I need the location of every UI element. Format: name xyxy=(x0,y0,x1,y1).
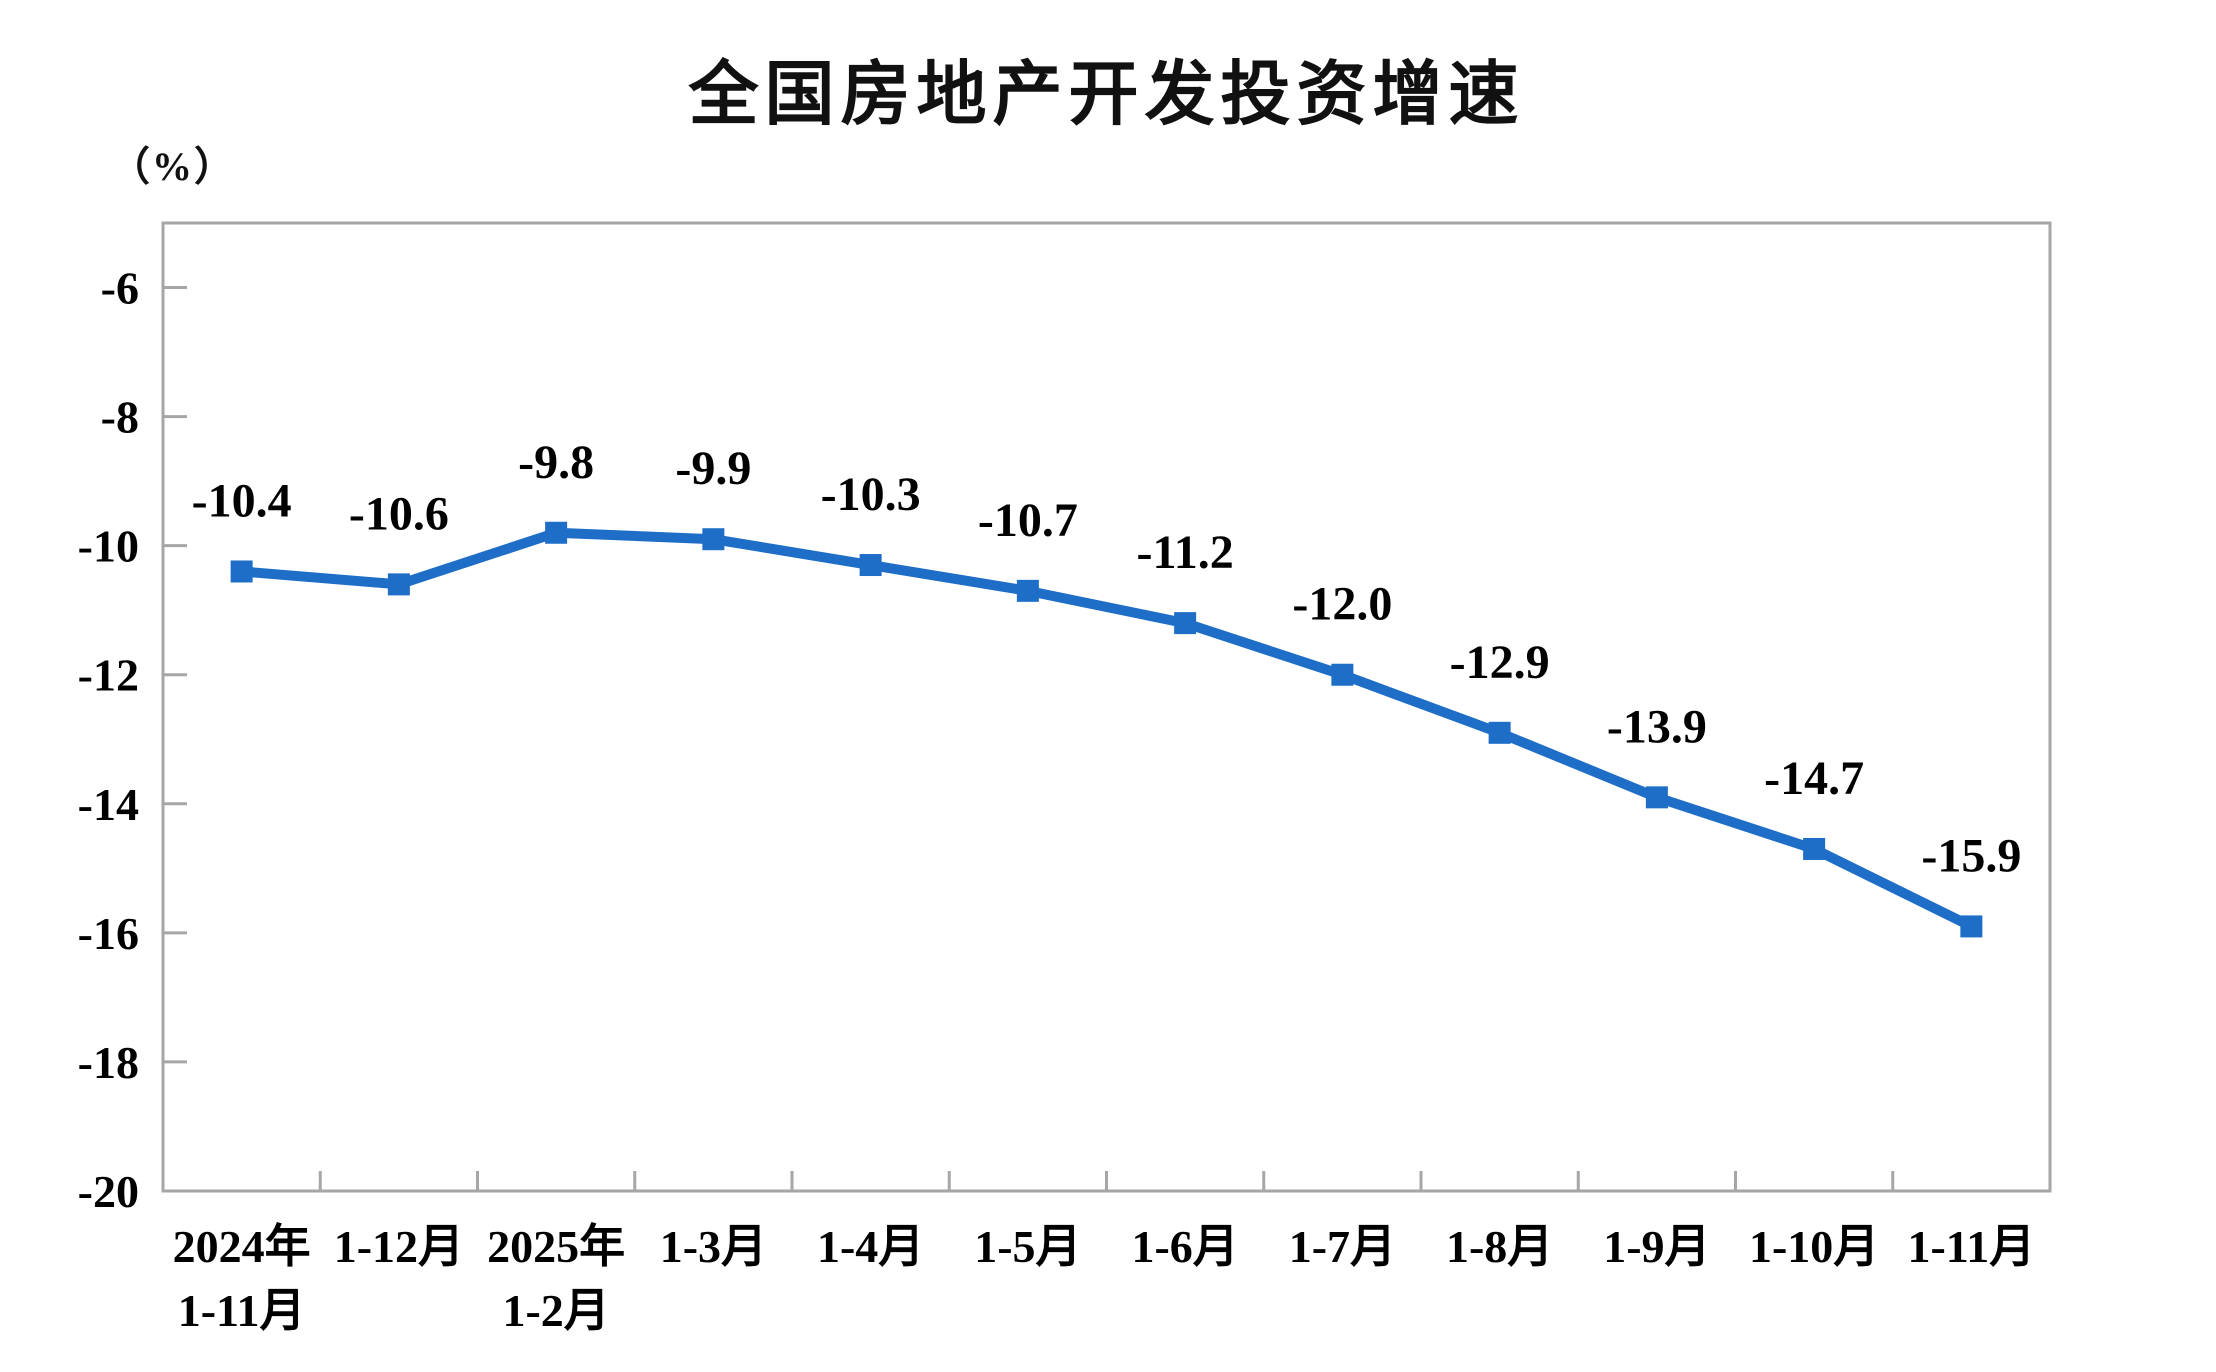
data-point-marker xyxy=(1645,786,1668,809)
data-point-marker xyxy=(545,521,568,544)
x-axis-label: 2025年 1-2月 xyxy=(487,1221,625,1336)
y-axis-label: -6 xyxy=(101,263,139,314)
x-axis-label: 1-6月 xyxy=(1131,1221,1238,1272)
y-axis-label: -20 xyxy=(78,1166,139,1217)
data-point-marker xyxy=(230,560,253,583)
data-point-marker xyxy=(1960,915,1983,938)
data-label: -14.7 xyxy=(1764,752,1864,805)
y-axis-label: -14 xyxy=(78,779,139,830)
data-label: -10.7 xyxy=(978,494,1078,547)
x-axis-label: 1-3月 xyxy=(660,1221,767,1272)
x-axis-label: 1-11月 xyxy=(1907,1221,2035,1272)
data-label: -10.6 xyxy=(349,487,449,540)
data-point-marker xyxy=(1016,579,1039,602)
data-label: -13.9 xyxy=(1607,700,1707,753)
y-axis-label: -16 xyxy=(78,908,139,959)
x-axis-label: 1-7月 xyxy=(1289,1221,1396,1272)
x-axis-label: 2024年 1-11月 xyxy=(173,1221,311,1336)
data-label: -15.9 xyxy=(1921,829,2021,882)
y-axis-label: -8 xyxy=(101,392,139,443)
data-point-marker xyxy=(1803,837,1826,860)
data-label: -10.4 xyxy=(192,474,292,527)
y-axis-label: -10 xyxy=(78,521,139,572)
data-point-marker xyxy=(1331,663,1354,686)
x-axis-label: 1-10月 xyxy=(1749,1221,1879,1272)
x-axis-label: 1-9月 xyxy=(1603,1221,1710,1272)
y-axis-label: -12 xyxy=(78,650,139,701)
data-label: -10.3 xyxy=(821,468,921,521)
data-point-marker xyxy=(702,528,725,551)
x-axis-label: 1-4月 xyxy=(817,1221,924,1272)
y-axis-label: -18 xyxy=(78,1037,139,1088)
data-point-marker xyxy=(387,573,410,596)
data-point-marker xyxy=(1174,612,1197,635)
data-point-marker xyxy=(1488,721,1511,744)
data-label: -9.9 xyxy=(675,442,751,495)
data-label: -12.9 xyxy=(1450,636,1550,689)
chart-title: 全国房地产开发投资增速 xyxy=(688,55,1525,133)
data-point-marker xyxy=(859,554,882,577)
data-label: -9.8 xyxy=(518,436,594,489)
series-line xyxy=(236,527,1977,932)
data-label: -12.0 xyxy=(1292,578,1392,631)
data-label: -11.2 xyxy=(1136,526,1233,579)
plot-border xyxy=(161,221,2052,1193)
y-axis-unit-label: （%） xyxy=(110,144,236,189)
x-axis-label: 1-12月 xyxy=(334,1221,464,1272)
x-axis-label: 1-8月 xyxy=(1446,1221,1553,1272)
x-axis-label: 1-5月 xyxy=(974,1221,1081,1272)
